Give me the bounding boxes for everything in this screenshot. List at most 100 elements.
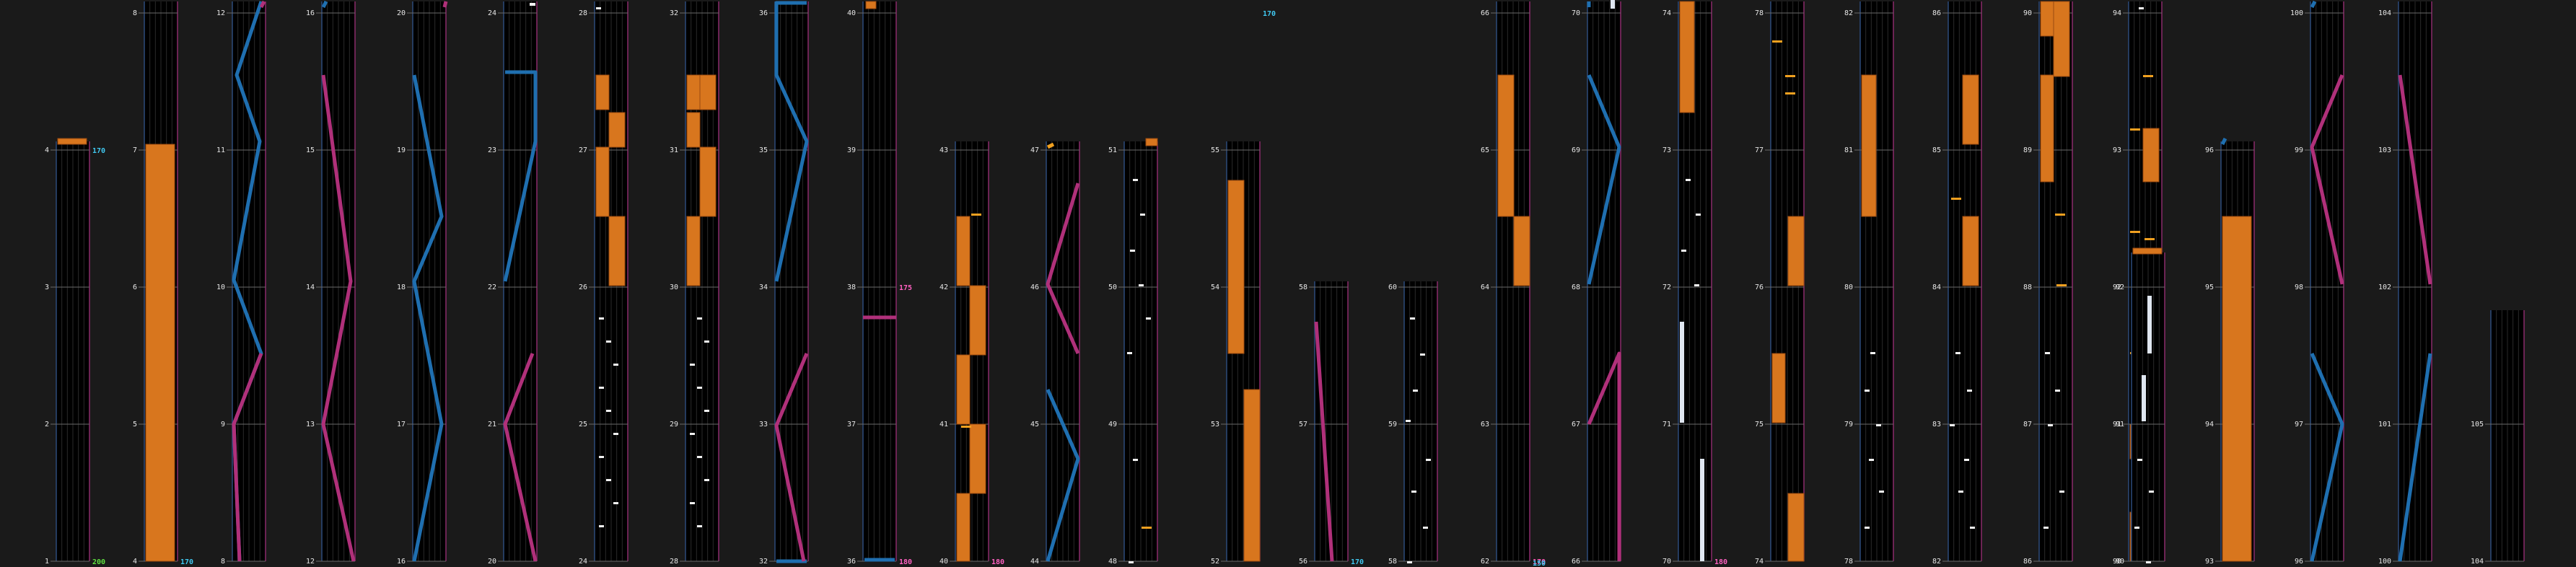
hold-note — [1861, 74, 1877, 217]
measure-number: 72 — [1662, 284, 1671, 291]
measure-number: 3 — [45, 284, 49, 291]
note — [1970, 527, 1975, 529]
measure-number: 77 — [1755, 146, 1764, 154]
measure-number: 64 — [1481, 284, 1489, 291]
note — [613, 502, 618, 504]
measure-number: 49 — [1108, 421, 1117, 428]
hold-note — [57, 138, 87, 145]
chart-column-20: 78 79 80 81 82 — [1844, 1, 1894, 566]
chart-column-21: 82 83 84 85 86 — [1932, 1, 1982, 566]
measure-number: 62 — [1481, 558, 1489, 566]
note — [2146, 561, 2151, 563]
measure-number: 105 — [2471, 421, 2484, 428]
measure-number: 92 — [2116, 284, 2124, 291]
measure-number: 40 — [939, 558, 948, 566]
measure-number: 47 — [1030, 146, 1039, 154]
chart-column-17: 66 67 68 69 70 — [1572, 0, 1621, 566]
measure-number: 68 — [1572, 284, 1580, 291]
measure-number: 90 — [2023, 9, 2032, 17]
note — [704, 410, 709, 412]
scratch-line — [2398, 74, 2432, 285]
measure-number: 54 — [1211, 284, 1219, 291]
measure-number: 80 — [1844, 284, 1853, 291]
note — [971, 214, 981, 216]
note — [606, 479, 611, 481]
note — [606, 340, 611, 343]
note — [2056, 284, 2067, 286]
note — [2145, 238, 2155, 240]
note — [1964, 459, 1969, 461]
hold-note — [699, 74, 717, 110]
scratch-line — [232, 353, 263, 562]
measure-number: 16 — [306, 9, 315, 17]
measure-number: 90 — [2113, 558, 2121, 566]
hold-note — [1679, 1, 1695, 113]
note — [1146, 317, 1151, 320]
measure-number: 97 — [2295, 421, 2303, 428]
note — [1879, 491, 1884, 493]
bpm-label: 170 — [92, 147, 105, 155]
measure-number: 98 — [2295, 284, 2303, 291]
measure-number: 21 — [488, 421, 496, 428]
measure-number: 24 — [488, 9, 496, 17]
measure-number: 81 — [1844, 146, 1853, 154]
bpm-label: 180 — [1714, 558, 1727, 566]
measure-number: 82 — [1932, 558, 1941, 566]
scratch-line — [2398, 353, 2432, 562]
note — [2149, 491, 2154, 493]
chart-column-13: 52 53 54 55 170 — [1211, 10, 1276, 566]
hold-note — [1513, 216, 1530, 286]
measure-number: 66 — [1481, 9, 1489, 17]
note — [1426, 459, 1431, 461]
note — [697, 456, 702, 458]
scratch-line — [442, 1, 448, 8]
hold-note — [1771, 353, 1786, 423]
measure-number: 65 — [1481, 146, 1489, 154]
note — [1696, 214, 1701, 216]
measure-number: 51 — [1108, 146, 1117, 154]
measure-number: 82 — [1844, 9, 1853, 17]
chart-column-25: 93 94 95 96 — [2205, 137, 2255, 566]
measure-number: 34 — [759, 284, 768, 291]
measure-number: 66 — [1572, 558, 1580, 566]
note — [1869, 459, 1874, 461]
measure-number: 42 — [939, 284, 948, 291]
measure-number: 4 — [133, 558, 137, 566]
hold-note — [956, 493, 971, 562]
note — [1142, 527, 1152, 529]
hold-note — [2040, 74, 2054, 183]
chart-column-0: 1 2 3 4 170 200 — [45, 138, 105, 566]
measure-number: 104 — [2378, 9, 2391, 17]
measure-number: 11 — [216, 146, 225, 154]
hold-note — [1145, 138, 1158, 146]
note — [1133, 179, 1138, 181]
bpm-label: 150 — [1533, 560, 1546, 567]
scratch-line — [259, 0, 266, 9]
chart-column-7: 28 29 30 31 32 — [670, 1, 719, 566]
measure-number: 12 — [306, 558, 315, 566]
measure-number: 55 — [1211, 146, 1219, 154]
measure-number: 56 — [1299, 558, 1307, 566]
measure-number: 73 — [1662, 146, 1671, 154]
measure-number: 67 — [1572, 421, 1580, 428]
measure-number: 86 — [2023, 558, 2032, 566]
note — [596, 7, 601, 9]
hold-note — [865, 1, 877, 9]
measure-number: 7 — [133, 146, 137, 154]
measure-number: 74 — [1662, 9, 1671, 17]
chart-column-19: 74 75 76 77 78 — [1755, 1, 1805, 566]
hold-note — [608, 112, 626, 148]
bpm-label: 170 — [1351, 558, 1364, 566]
hold-note — [1497, 74, 1515, 217]
note — [1958, 491, 1963, 493]
measure-number: 29 — [670, 421, 678, 428]
note — [599, 387, 604, 389]
note — [1133, 459, 1138, 461]
chart-column-24: 90 91 92 — [2116, 247, 2165, 566]
chart-column-9: 36 37 38 39 40 175 180 — [847, 1, 912, 566]
measure-number: 69 — [1572, 146, 1580, 154]
hold-note — [595, 146, 610, 217]
hold-note — [2053, 1, 2070, 77]
